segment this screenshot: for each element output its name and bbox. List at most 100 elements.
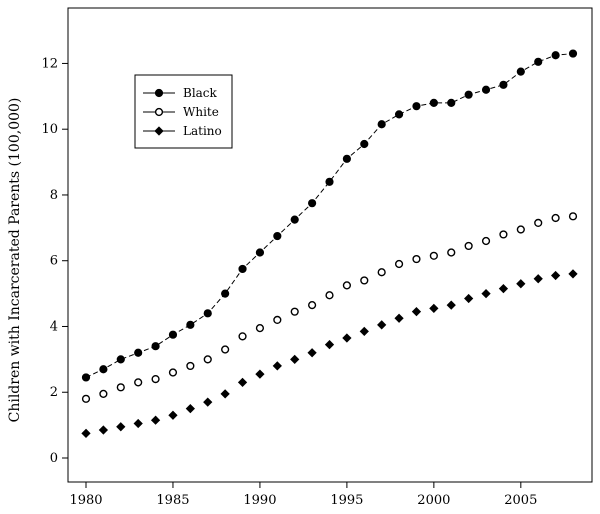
data-point-black	[99, 365, 108, 374]
data-point-latino	[377, 320, 387, 330]
data-point-latino	[342, 333, 352, 343]
data-point-white	[429, 251, 438, 260]
legend-marker-latino	[154, 126, 164, 136]
data-point-black	[429, 98, 438, 107]
series-black-line	[85, 53, 574, 378]
x-axis: 1980 1985 1990 1995 2000 2005	[69, 482, 537, 508]
x-tick-label: 1990	[243, 493, 276, 508]
x-tick-label: 1985	[156, 493, 189, 508]
data-point-white	[308, 301, 317, 310]
data-point-black	[516, 67, 525, 76]
data-point-black	[534, 57, 543, 66]
data-point-white	[551, 213, 560, 223]
data-point-white	[412, 254, 421, 264]
legend-label-latino: Latino	[183, 124, 222, 138]
data-point-white	[360, 276, 369, 285]
x-tick-label: 1980	[69, 493, 102, 508]
data-point-white	[464, 241, 473, 251]
data-point-black	[238, 264, 247, 274]
data-point-black	[377, 120, 386, 129]
data-point-white	[290, 307, 299, 316]
data-point-black	[447, 98, 456, 107]
data-point-latino	[272, 361, 282, 371]
series-white	[81, 212, 578, 403]
data-point-white	[516, 225, 525, 234]
data-point-black	[290, 215, 299, 224]
data-point-white	[151, 374, 160, 384]
data-point-black	[255, 248, 265, 257]
data-point-latino	[290, 354, 300, 364]
data-point-latino	[237, 377, 248, 388]
data-point-latino	[429, 303, 439, 314]
legend: Black White Latino	[134, 74, 233, 149]
x-tick-label: 2000	[417, 493, 450, 508]
data-point-latino	[568, 269, 578, 279]
data-point-black	[412, 102, 421, 111]
x-tick-label: 2005	[504, 493, 537, 508]
data-point-latino	[533, 274, 543, 284]
legend-item-white: White	[143, 105, 219, 119]
legend-label-black: Black	[183, 86, 218, 100]
data-point-white	[273, 315, 282, 325]
data-point-white	[447, 248, 456, 257]
data-point-latino	[98, 425, 109, 435]
data-point-white	[255, 324, 265, 333]
data-point-white	[116, 383, 125, 392]
series-black	[81, 49, 578, 382]
data-point-white	[325, 291, 334, 300]
data-point-latino	[116, 422, 126, 432]
data-point-black	[134, 348, 143, 357]
data-point-latino	[394, 313, 404, 323]
y-tick-label: 10	[41, 122, 58, 137]
data-point-latino	[446, 300, 456, 310]
data-point-latino	[359, 326, 369, 337]
data-point-white	[99, 389, 108, 398]
plot-frame	[67, 7, 593, 483]
data-point-black	[464, 90, 473, 99]
data-point-white	[499, 230, 508, 239]
data-point-black	[499, 80, 508, 89]
data-point-black	[394, 110, 404, 119]
data-point-white	[221, 345, 230, 354]
data-point-black	[360, 139, 369, 149]
data-point-black	[116, 355, 125, 364]
y-tick-label: 2	[50, 385, 58, 400]
data-point-latino	[255, 369, 265, 379]
data-point-white	[168, 368, 178, 377]
data-point-white	[534, 218, 543, 228]
data-point-white	[342, 281, 351, 290]
data-point-white	[186, 361, 195, 371]
y-tick-label: 12	[41, 56, 58, 71]
x-tick-label: 1995	[330, 493, 363, 508]
data-point-latino	[481, 288, 491, 299]
data-point-black	[168, 330, 178, 339]
data-point-white	[238, 332, 247, 341]
data-point-latino	[81, 428, 91, 438]
data-point-black	[342, 154, 351, 163]
data-point-white	[81, 394, 91, 403]
y-tick-label: 6	[50, 254, 58, 269]
data-point-black	[325, 177, 334, 186]
data-point-latino	[307, 348, 317, 358]
data-point-latino	[150, 415, 161, 425]
data-point-latino	[203, 397, 213, 407]
data-point-black	[151, 342, 160, 351]
data-point-white	[481, 236, 491, 246]
data-point-latino	[133, 418, 143, 429]
series-layer	[81, 49, 578, 438]
legend-marker-black	[154, 88, 164, 98]
data-point-latino	[498, 284, 509, 294]
data-point-white	[377, 268, 386, 277]
data-point-black	[81, 373, 91, 382]
series-latino	[81, 269, 578, 438]
data-point-latino	[168, 410, 178, 420]
data-point-latino	[550, 270, 561, 281]
data-point-black	[186, 320, 195, 329]
legend-item-black: Black	[143, 86, 218, 100]
legend-marker-white	[154, 107, 164, 117]
data-point-latino	[220, 389, 230, 399]
data-point-latino	[411, 307, 422, 317]
data-point-white	[203, 355, 212, 364]
